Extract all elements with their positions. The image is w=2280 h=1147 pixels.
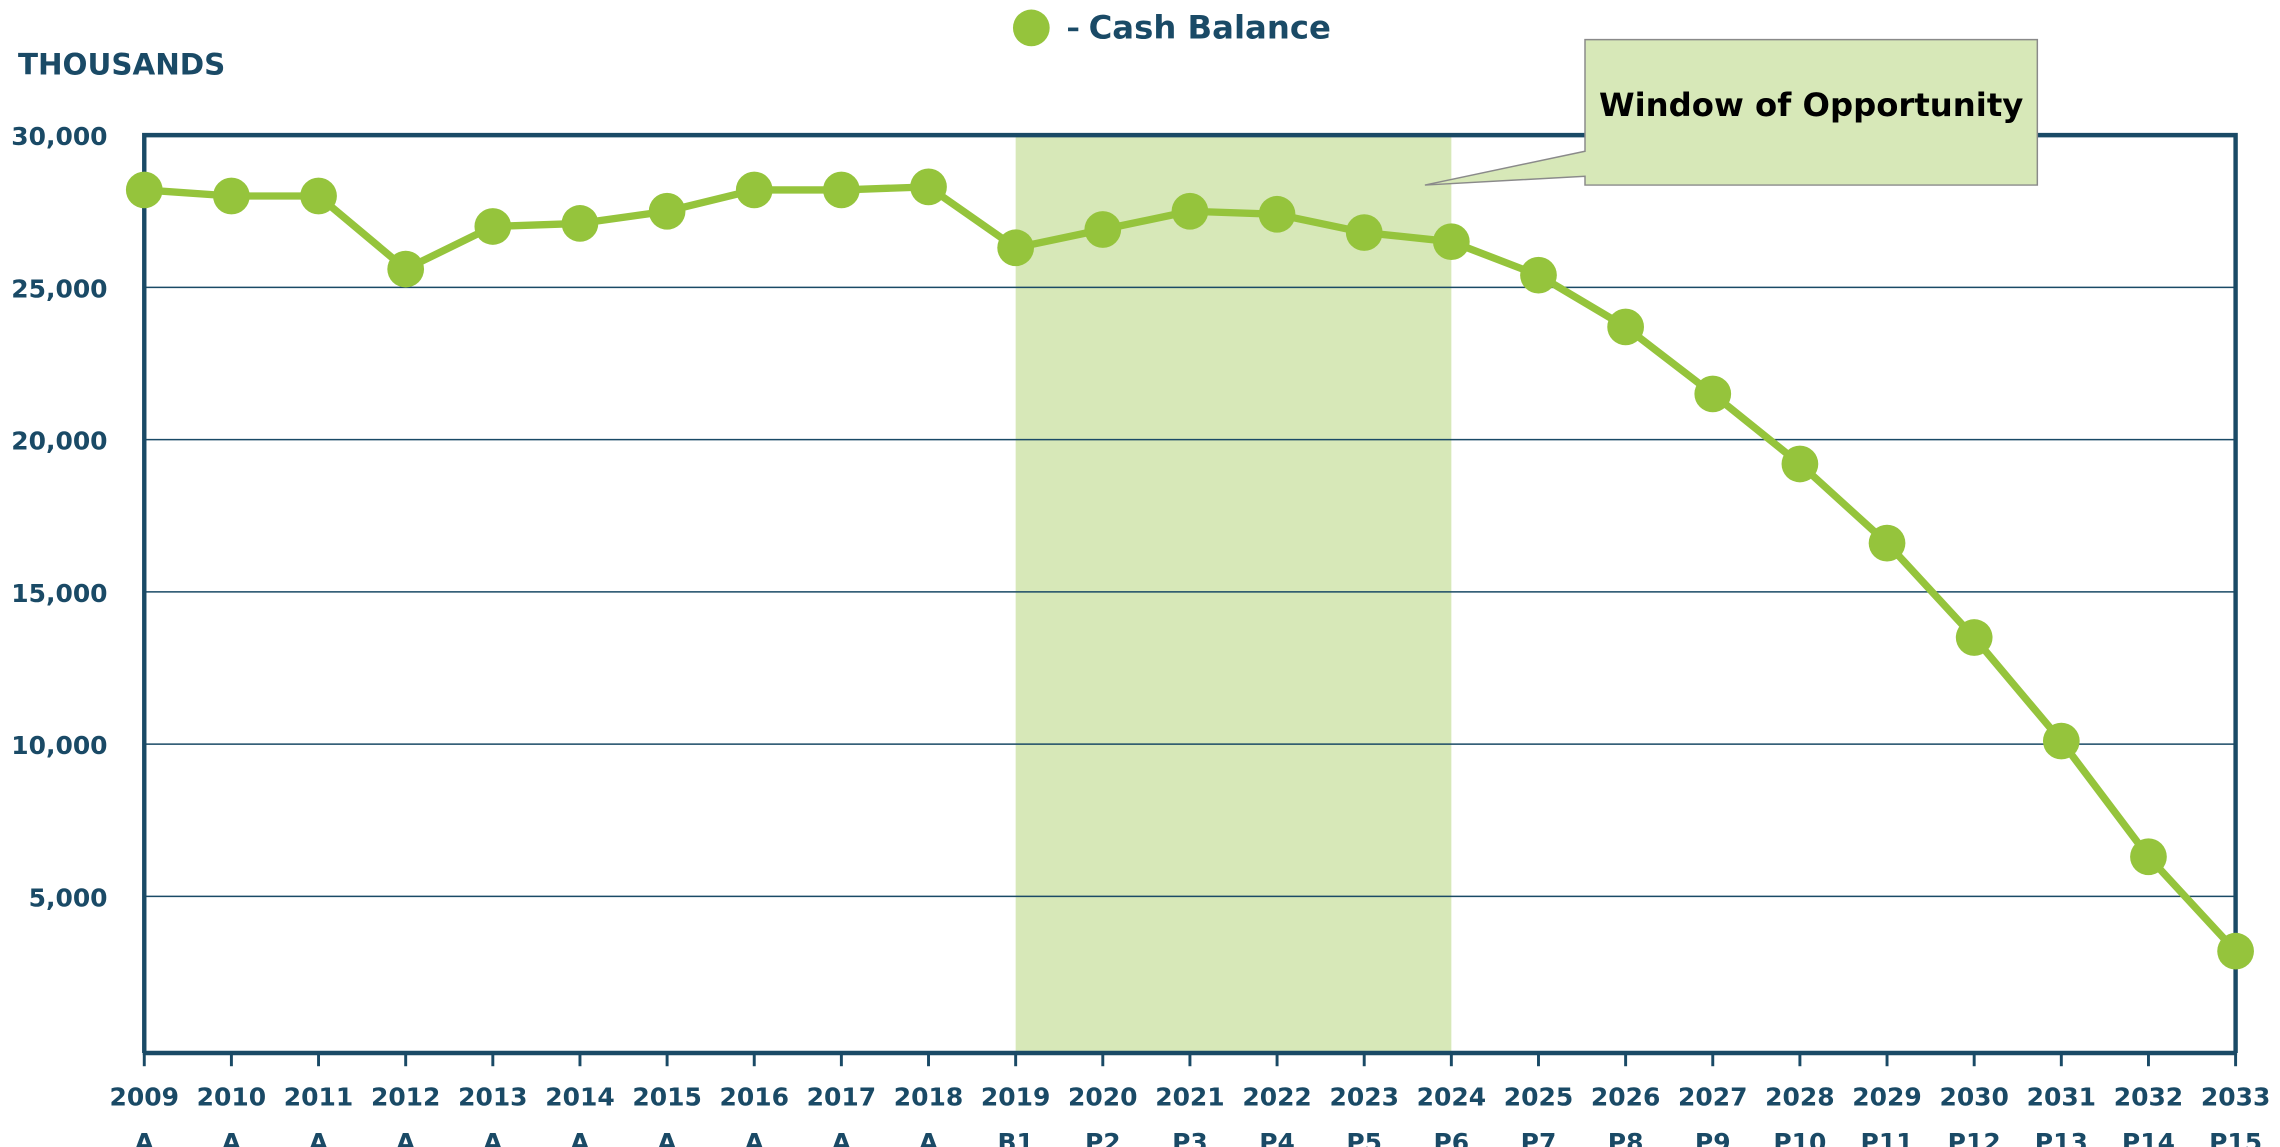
x-tick-label: 2017 <box>807 1083 876 1112</box>
data-point <box>2042 722 2080 760</box>
x-tick-sublabel: P9 <box>1695 1128 1731 1147</box>
data-point <box>474 208 512 245</box>
x-tick-sublabel: P11 <box>1861 1128 1914 1147</box>
x-tick-label: 2020 <box>1068 1083 1137 1112</box>
y-tick-label: 10,000 <box>11 731 107 760</box>
plot-frame <box>142 132 2238 1054</box>
x-tick-sublabel: P8 <box>1608 1128 1644 1147</box>
x-tick-label: 2014 <box>545 1083 614 1112</box>
x-tick-label: 2019 <box>981 1083 1050 1112</box>
x-tick-sublabel: P14 <box>2122 1128 2175 1147</box>
data-point <box>997 229 1035 267</box>
legend-label: Cash Balance <box>1089 8 1331 46</box>
x-tick-label: 2018 <box>894 1083 963 1112</box>
data-point <box>648 192 686 230</box>
data-point <box>823 171 860 209</box>
x-tick-sublabel: A <box>135 1128 155 1147</box>
data-point <box>561 205 599 242</box>
data-point <box>1171 192 1209 230</box>
x-tick-label: 2016 <box>720 1083 789 1112</box>
x-tick-label: 2031 <box>2027 1083 2096 1112</box>
x-tick-label: 2030 <box>1939 1083 2008 1112</box>
x-tick-label: 2026 <box>1591 1083 1660 1112</box>
annotation-callout: Window of Opportunity <box>1424 38 2039 186</box>
x-tick-label: 2013 <box>458 1083 527 1112</box>
x-tick-label: 2022 <box>1242 1083 1311 1112</box>
data-point <box>1694 375 1732 413</box>
y-tick-label: 5,000 <box>29 883 108 912</box>
y-tick-label: 25,000 <box>11 274 107 303</box>
x-tick-sublabel: A <box>832 1128 852 1147</box>
x-tick-sublabel: A <box>309 1128 329 1147</box>
data-point <box>1345 214 1383 251</box>
data-point <box>1781 445 1819 483</box>
y-tick-label: 30,000 <box>11 122 107 151</box>
x-tick-label: 2033 <box>2201 1083 2270 1112</box>
x-tick-sublabel: P5 <box>1346 1128 1382 1147</box>
data-point <box>735 171 773 209</box>
x-tick-label: 2029 <box>1852 1083 1921 1112</box>
y-axis-label: THOUSANDS <box>18 48 225 82</box>
x-tick-label: 2023 <box>1329 1083 1398 1112</box>
x-tick-label: 2009 <box>110 1083 179 1112</box>
data-point <box>300 177 337 215</box>
x-tick-label: 2011 <box>284 1083 353 1112</box>
x-tick-label: 2024 <box>1417 1083 1486 1112</box>
x-tick-sublabel: A <box>570 1128 590 1147</box>
data-point <box>1607 308 1644 346</box>
highlight-band <box>1015 135 1452 1054</box>
x-tick-label: 2015 <box>632 1083 701 1112</box>
callout-box <box>1424 38 2039 186</box>
data-point <box>2130 838 2167 876</box>
x-tick-label: 2021 <box>1155 1083 1224 1112</box>
x-tick-sublabel: A <box>657 1128 677 1147</box>
x-tick-sublabel: A <box>396 1128 416 1147</box>
annotation-text: Window of Opportunity <box>1599 86 2023 124</box>
x-tick-label: 2010 <box>197 1083 266 1112</box>
data-point <box>910 168 947 206</box>
data-point <box>387 250 425 288</box>
data-point <box>1084 211 1122 248</box>
x-tick-sublabel: P6 <box>1434 1128 1470 1147</box>
data-point <box>213 177 250 215</box>
x-tick-label: 2025 <box>1504 1083 1573 1112</box>
x-tick-label: 2032 <box>2114 1083 2183 1112</box>
x-tick-sublabel: A <box>222 1128 242 1147</box>
x-tick-sublabel: A <box>483 1128 503 1147</box>
x-tick-sublabel: A <box>919 1128 939 1147</box>
data-point <box>1432 223 1470 261</box>
x-tick-sublabel: P3 <box>1172 1128 1208 1147</box>
x-tick-sublabel: P13 <box>2035 1128 2088 1147</box>
x-tick-sublabel: B1 <box>997 1128 1033 1147</box>
x-tick-sublabel: P7 <box>1521 1128 1557 1147</box>
data-point <box>1520 256 1557 294</box>
data-point <box>1258 195 1296 233</box>
x-tick-sublabel: P15 <box>2209 1128 2262 1147</box>
data-point <box>1868 524 1906 562</box>
x-tick-sublabel: P12 <box>1948 1128 2001 1147</box>
data-point <box>125 171 163 209</box>
x-tick-label: 2012 <box>371 1083 440 1112</box>
x-tick-label: 2028 <box>1765 1083 1834 1112</box>
x-tick-sublabel: P4 <box>1259 1128 1295 1147</box>
data-point <box>2217 932 2254 970</box>
data-point <box>1955 619 1993 656</box>
x-tick-sublabel: P2 <box>1085 1128 1121 1147</box>
x-tick-label: 2027 <box>1678 1083 1747 1112</box>
x-tick-sublabel: P10 <box>1773 1128 1826 1147</box>
legend-swatch <box>1012 9 1050 47</box>
x-tick-sublabel: A <box>745 1128 765 1147</box>
y-tick-label: 15,000 <box>11 579 107 608</box>
y-tick-label: 20,000 <box>11 427 107 456</box>
